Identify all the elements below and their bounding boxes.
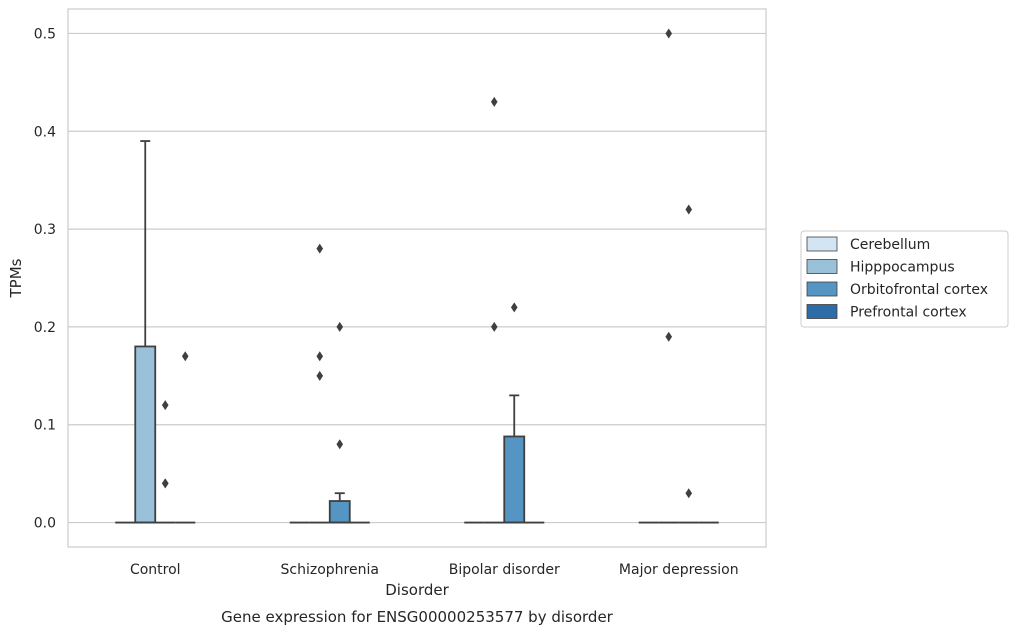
y-axis-title: TPMs: [7, 258, 25, 298]
box-hipppocampus: [134, 345, 157, 524]
x-tick-label: Bipolar disorder: [449, 562, 560, 578]
outlier-point: [490, 321, 498, 332]
legend-label: Hipppocampus: [850, 260, 955, 276]
legend-label: Prefrontal cortex: [850, 305, 967, 321]
legend-swatch: [806, 236, 838, 252]
outlier-point: [665, 331, 673, 342]
outlier-point: [316, 243, 324, 254]
x-tick-label: Major depression: [619, 562, 739, 578]
outlier-point: [161, 400, 169, 411]
outlier-point: [336, 321, 344, 332]
outlier-point: [490, 96, 498, 107]
box-orbitofrontal-cortex: [328, 500, 351, 524]
x-tick-label: Schizophrenia: [281, 562, 379, 578]
plot-area: [67, 8, 767, 548]
outlier-point: [336, 439, 344, 450]
outlier-point: [510, 302, 518, 313]
outlier-point: [161, 478, 169, 489]
x-axis-title: Disorder: [385, 581, 449, 599]
legend-swatch: [806, 259, 838, 274]
y-tick-label: 0.5: [34, 26, 56, 42]
y-tick-labels: 0.0 0.1 0.2 0.3 0.4 0.5: [34, 26, 56, 531]
box-series: [115, 28, 719, 524]
legend-swatch: [806, 304, 838, 319]
outlier-point: [685, 488, 693, 499]
x-tick-labels: Control Schizophrenia Bipolar disorder Majo…: [130, 562, 739, 578]
outlier-point: [316, 370, 324, 381]
y-tick-label: 0.3: [34, 222, 56, 238]
y-tick-label: 0.2: [34, 320, 56, 336]
outlier-point: [665, 28, 673, 39]
outlier-point: [685, 204, 693, 215]
legend: Cerebellum Hipppocampus Orbitofrontal cort…: [800, 230, 1009, 328]
y-tick-label: 0.0: [34, 516, 56, 532]
x-tick-label: Control: [130, 562, 181, 578]
legend-label: Cerebellum: [850, 237, 930, 253]
y-tick-label: 0.1: [34, 418, 56, 434]
legend-label: Orbitofrontal cortex: [850, 282, 988, 298]
outlier-point: [316, 351, 324, 362]
y-tick-label: 0.4: [34, 124, 56, 140]
outlier-point: [181, 351, 189, 362]
box-orbitofrontal-cortex: [503, 435, 526, 524]
legend-swatch: [806, 281, 838, 297]
chart-caption: Gene expression for ENSG00000253577 by d…: [221, 608, 614, 626]
legend-frame: [800, 230, 1009, 328]
